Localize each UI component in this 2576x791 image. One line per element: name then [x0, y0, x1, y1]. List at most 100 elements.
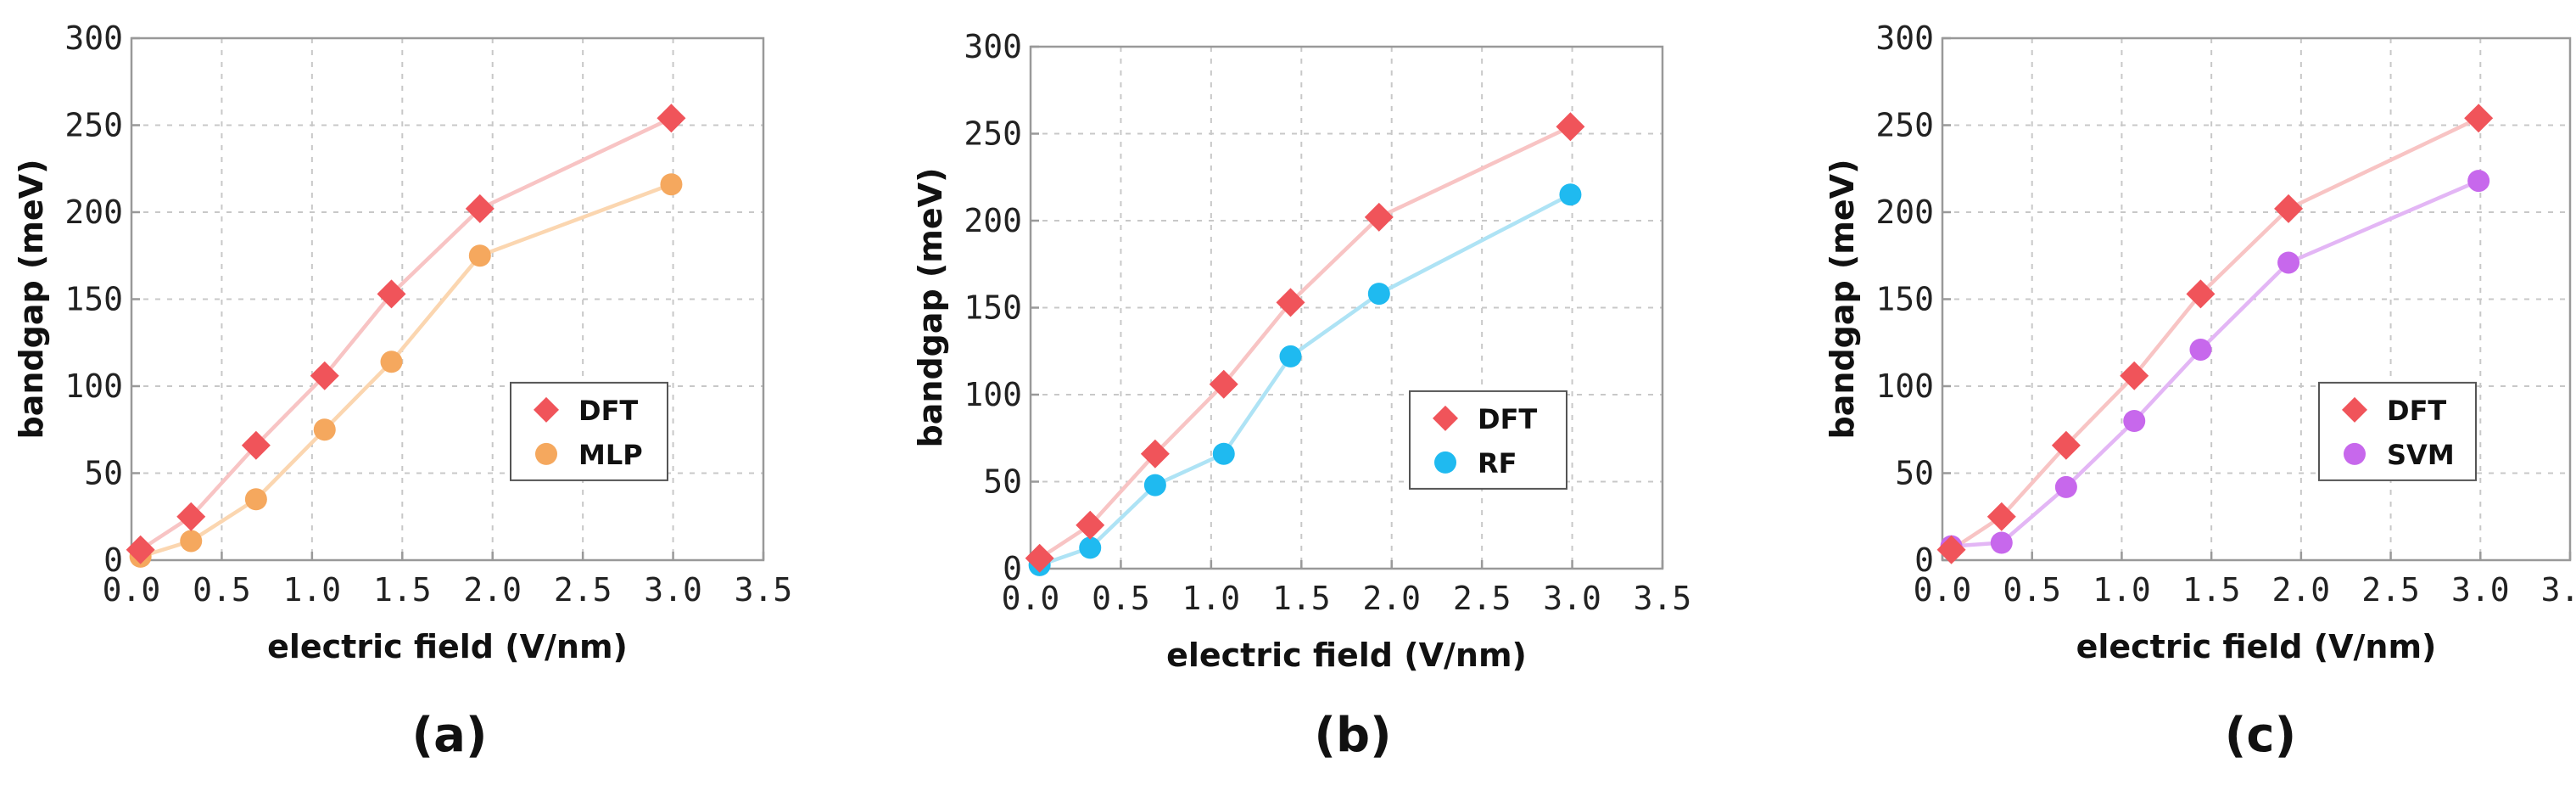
legend-label: DFT — [2387, 395, 2446, 427]
y-tick-label: 150 — [1875, 281, 1934, 318]
x-tick-label: 3.0 — [644, 571, 702, 609]
y-tick-label: 200 — [964, 202, 1022, 239]
data-point-svm — [1990, 531, 2013, 554]
data-point-svm — [2054, 475, 2077, 498]
data-point-dft — [1140, 439, 1170, 468]
data-point-dft — [2464, 104, 2494, 133]
series-line-dft — [139, 116, 673, 552]
data-point-rf — [1079, 536, 1102, 559]
legend-marker-dft — [534, 396, 559, 423]
legend-label: DFT — [1478, 403, 1537, 435]
x-tick-label: 3.5 — [1634, 580, 1692, 617]
x-tick-label: 3.0 — [2451, 571, 2510, 609]
data-point-rf — [1279, 345, 1302, 367]
x-axis-title: electric field (V/nm) — [1166, 637, 1527, 674]
y-tick-label: 0 — [1914, 541, 1934, 579]
x-tick-label: 1.0 — [1182, 580, 1241, 617]
y-tick-label: 50 — [1895, 455, 1934, 492]
x-tick-label: 0.5 — [193, 571, 251, 609]
panel-label: (b) — [1314, 708, 1391, 763]
series-line-rf — [1038, 193, 1572, 568]
y-tick-label: 200 — [1875, 194, 1934, 231]
data-point-dft — [241, 430, 271, 460]
legend-marker-mlp — [535, 442, 557, 465]
y-tick-label: 200 — [64, 194, 123, 231]
x-tick-label: 2.0 — [1362, 580, 1421, 617]
y-tick-label: 100 — [964, 376, 1022, 413]
x-tick-label: 3.5 — [2541, 571, 2576, 609]
x-axis-title: electric field (V/nm) — [267, 628, 628, 665]
legend: DFT SVM — [2318, 381, 2477, 481]
data-point-dft — [1276, 288, 1305, 317]
y-tick-label: 0 — [1003, 550, 1022, 587]
data-point-svm — [2277, 251, 2300, 274]
chart-panel-a: 0 50 100 150 200 250 300 0.0 0.5 1.0 1.5 2.0 2.5 3.0 3… — [13, 20, 792, 763]
chart-panel-b: 0 50 100 150 200 250 300 0.0 0.5 1.0 1.5 2.0 2.5 3.0 3… — [912, 28, 1691, 763]
x-tick-label: 1.0 — [2093, 571, 2151, 609]
x-tick-label: 1.0 — [283, 571, 342, 609]
data-point-dft — [176, 502, 206, 531]
legend: DFT RF — [1409, 390, 1567, 490]
y-tick-label: 50 — [84, 455, 123, 492]
series-line-mlp — [139, 182, 673, 559]
data-point-rf — [1212, 442, 1235, 465]
data-point-mlp — [660, 173, 683, 196]
data-point-dft — [1986, 502, 2016, 531]
x-tick-label: 3.5 — [735, 571, 793, 609]
x-axis-title: electric field (V/nm) — [2076, 628, 2437, 665]
data-point-mlp — [380, 351, 403, 373]
legend: DFT MLP — [510, 381, 668, 481]
data-point-dft — [2186, 279, 2216, 309]
legend-box — [2318, 381, 2477, 481]
x-tick-label: 2.5 — [2361, 571, 2420, 609]
data-point-dft — [2051, 430, 2081, 460]
x-tick-label: 0.0 — [103, 571, 161, 609]
y-axis-title: bandgap (meV) — [1824, 160, 1861, 440]
y-tick-label: 250 — [1875, 107, 1934, 144]
data-point-dft — [126, 535, 155, 564]
legend-label: RF — [1478, 447, 1517, 480]
legend-label: SVM — [2387, 439, 2455, 471]
series-line-dft — [1038, 125, 1572, 560]
legend-box — [510, 381, 668, 481]
data-point-rf — [1559, 183, 1582, 206]
y-tick-label: 250 — [964, 115, 1022, 153]
y-axis-title: bandgap (meV) — [912, 168, 949, 448]
data-point-svm — [2467, 170, 2490, 193]
y-tick-label: 150 — [64, 281, 123, 318]
y-tick-label: 50 — [983, 463, 1022, 501]
data-point-dft — [1936, 535, 1966, 564]
data-point-dft — [1364, 202, 1394, 232]
data-point-dft — [310, 361, 339, 390]
data-point-dft — [2274, 194, 2304, 223]
y-tick-label: 300 — [64, 20, 123, 57]
data-point-mlp — [244, 488, 267, 511]
x-tick-label: 2.0 — [2272, 571, 2331, 609]
legend-marker-svm — [2344, 442, 2366, 465]
x-tick-label: 1.5 — [1272, 580, 1331, 617]
series-line-svm — [1951, 179, 2480, 548]
data-point-mlp — [180, 530, 203, 553]
x-tick-label: 3.0 — [1543, 580, 1601, 617]
data-point-rf — [1367, 283, 1390, 306]
x-tick-label: 1.5 — [373, 571, 432, 609]
y-tick-label: 150 — [964, 289, 1022, 327]
panel-label: (a) — [412, 708, 488, 763]
data-point-dft — [657, 104, 686, 133]
data-point-dft — [1025, 543, 1054, 573]
y-tick-label: 0 — [103, 541, 123, 579]
data-point-mlp — [468, 244, 491, 267]
legend-label: DFT — [578, 395, 638, 427]
y-tick-label: 100 — [64, 367, 123, 405]
data-point-rf — [1143, 474, 1166, 496]
y-tick-label: 250 — [64, 107, 123, 144]
x-tick-label: 1.5 — [2182, 571, 2241, 609]
legend-marker-dft — [1433, 405, 1458, 431]
data-point-mlp — [313, 418, 336, 441]
y-tick-label: 300 — [1875, 20, 1934, 57]
legend-box — [1409, 390, 1567, 490]
data-point-dft — [2120, 361, 2149, 390]
x-tick-label: 0.0 — [1914, 571, 1972, 609]
x-tick-label: 0.5 — [1092, 580, 1150, 617]
